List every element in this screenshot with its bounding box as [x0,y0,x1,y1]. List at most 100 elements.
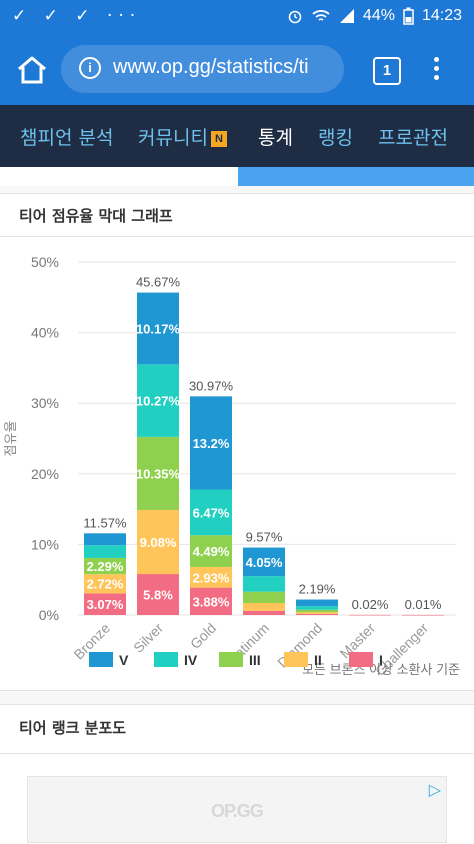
data-label: 4.49% [193,544,230,559]
bar-segment [190,396,232,490]
bar-segment [243,602,285,611]
bar-segment [349,614,391,616]
adchoices-icon[interactable]: ▷ [428,780,441,799]
legend-label: IV [184,652,198,668]
legend-label: I [379,652,383,668]
total-label: 2.19% [299,582,336,597]
total-label: 30.97% [189,378,234,393]
data-label: 5.8% [143,588,173,603]
legend-swatch [284,652,308,667]
data-label: 9.08% [140,535,177,550]
data-label: 2.72% [87,577,124,592]
browser-toolbar: i www.op.gg/statistics/ti 1 [0,34,474,105]
total-label: 45.67% [136,275,181,290]
nav-community[interactable]: 커뮤니티 N [138,123,227,150]
url-text[interactable]: www.op.gg/statistics/ti [113,56,309,78]
card-title: 티어 랭크 분포도 [19,719,127,737]
overflow-menu-icon[interactable] [428,54,444,86]
data-label: 2.29% [87,559,124,574]
data-label: 3.07% [87,597,124,612]
bar-segment [137,364,179,437]
bar-segment [84,545,126,558]
new-badge: N [210,131,227,147]
bar-segment [243,547,285,577]
bar-segment [84,593,126,615]
card-title: 티어 점유율 막대 그래프 [19,207,173,225]
nav-ranking[interactable]: 랭킹 [318,127,353,149]
nav-community-label: 커뮤니티 [138,127,208,149]
nav-statistics[interactable]: 통계 [258,127,293,149]
total-label: 11.57% [83,515,127,530]
data-label: 10.35% [136,466,181,481]
bar-segment [137,509,179,575]
y-tick-label: 0% [39,607,59,623]
y-tick-label: 30% [31,395,59,411]
opgg-logo: OP.GG [211,801,264,821]
status-bar: ✓ ✓ ✓ ··· 44% 14:23 [0,0,474,34]
address-bar[interactable]: i www.op.gg/statistics/ti [61,45,344,93]
bar-segment [190,587,232,615]
active-subtab-indicator [238,167,474,186]
bar-segment [190,566,232,588]
x-tick-label: Silver [130,620,166,656]
legend-swatch [89,652,113,667]
legend-swatch [349,652,373,667]
site-nav: 챔피언 분석 커뮤니티 N 통계 랭킹 프로관전 [0,105,474,167]
chart-footnote: 모든 브론즈 이상 소환사 기준 [302,662,460,677]
legend-swatch [154,652,178,667]
y-tick-label: 10% [31,536,59,552]
data-label: 10.17% [136,321,181,336]
bar-segment [243,576,285,592]
alarm-icon [288,10,302,24]
data-label: 2.93% [193,570,230,585]
battery-icon [403,7,414,25]
x-tick-label: Gold [187,620,219,652]
y-tick-label: 20% [31,466,59,482]
nav-champion-analysis[interactable]: 챔피언 분석 [20,127,114,149]
subtab-bar [0,167,474,186]
legend-label: III [249,652,261,668]
tab-switcher-button[interactable]: 1 [373,57,401,85]
bar-segment [137,436,179,510]
data-label: 10.27% [136,394,181,409]
battery-percent: 44% [362,7,395,24]
tier-share-card: 티어 점유율 막대 그래프 0% 10% 20% 30% 40% 50% 점유율 3.07% 2… [0,193,474,691]
home-icon[interactable] [14,52,50,88]
bar-segment [190,535,232,567]
data-label: 4.05% [246,555,283,570]
wifi-icon [312,10,330,21]
legend-swatch [219,652,243,667]
bar-segment [137,574,179,615]
total-label: 9.57% [246,529,283,544]
legend-label: V [119,652,129,668]
bar-segment [296,609,338,613]
bar-segment [137,292,179,365]
bar-segment [190,489,232,536]
data-label: 6.47% [193,505,230,520]
bar-segment [296,599,338,607]
y-tick-label: 40% [31,325,59,341]
data-label: 13.2% [193,436,230,451]
legend-label: II [314,652,322,668]
bar-segment [296,613,338,615]
bar-segment [243,591,285,603]
clock: 14:23 [421,7,462,24]
y-axis-label: 점유율 [3,421,18,457]
data-label: 3.88% [193,594,230,609]
total-label: 0.02% [352,597,389,612]
bar-segment [84,574,126,594]
bar-segment [243,610,285,615]
nav-pro-matches[interactable]: 프로관전 [378,127,448,149]
notification-icons: ✓ ✓ ✓ ··· [12,6,142,26]
ad-banner[interactable]: OP.GG ▷ [27,776,447,843]
tier-share-chart: 0% 10% 20% 30% 40% 50% 점유율 3.07% 2.72% 2.29% 11.57… [3,254,460,679]
bar-segment [296,606,338,610]
total-label: 0.01% [405,597,442,612]
signal-icon [339,9,354,23]
y-tick-label: 50% [31,254,59,270]
bar-segment [84,557,126,575]
bar-segment [84,533,126,546]
info-icon[interactable]: i [79,57,101,79]
bar-segment [296,612,338,614]
bar-segment [402,614,444,616]
